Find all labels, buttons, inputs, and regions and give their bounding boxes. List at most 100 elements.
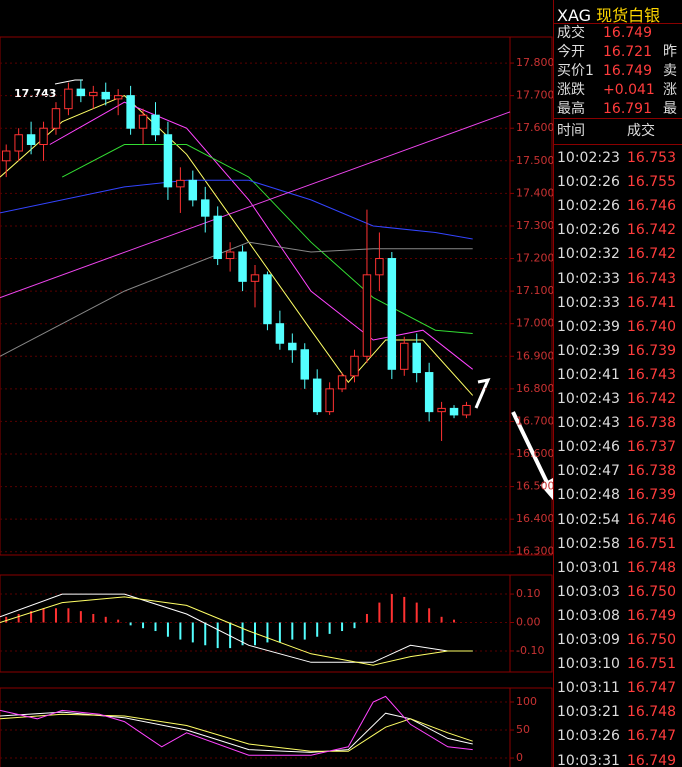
trade-price: 16.748 <box>627 559 676 576</box>
trade-row: 10:03:26 16.747 <box>557 724 676 748</box>
trade-price: 16.739 <box>627 342 676 359</box>
candle-body <box>325 388 334 413</box>
trade-row: 10:03:01 16.748 <box>557 556 676 580</box>
trade-price: 16.750 <box>627 583 676 600</box>
trade-time: 10:02:43 <box>557 391 620 407</box>
trade-price: 16.751 <box>627 535 676 552</box>
trade-time: 10:02:33 <box>557 270 620 287</box>
trade-time: 10:02:26 <box>557 222 620 239</box>
trade-row: 10:02:54 16.746 <box>557 508 676 532</box>
y-tick-label: 16.900 <box>516 349 553 362</box>
candle-body <box>225 251 235 260</box>
candle-body <box>126 95 135 129</box>
y-tick-label: 17.000 <box>516 317 553 330</box>
indicator-line <box>0 593 473 663</box>
symbol-name: 现货白银 <box>596 6 661 25</box>
trade-price: 16.753 <box>627 150 676 166</box>
quote-extra: 涨 <box>663 82 677 98</box>
trade-time: 10:02:58 <box>557 535 620 552</box>
trade-row: 10:02:32 16.742 <box>557 242 676 266</box>
trade-row: 10:02:26 16.746 <box>557 194 676 218</box>
trade-time: 10:02:39 <box>557 342 620 359</box>
trade-price: 16.742 <box>627 222 676 239</box>
candle-body <box>300 349 309 380</box>
y-tick-label: -0.10 <box>516 644 544 657</box>
y-tick-label: 16.400 <box>516 512 553 525</box>
candle-body <box>412 342 421 374</box>
trade-price: 16.740 <box>627 318 676 335</box>
candle-body <box>14 134 23 152</box>
trade-price: 16.749 <box>627 607 676 624</box>
candle-body <box>176 179 185 188</box>
quote-label: 最高 <box>557 101 585 117</box>
y-tick-label: 16.300 <box>516 545 553 558</box>
candle-body <box>275 323 285 344</box>
trade-time: 10:02:43 <box>557 415 620 432</box>
quote-label: 成交 <box>557 25 585 41</box>
trade-price: 16.750 <box>627 632 676 648</box>
trade-row: 10:02:39 16.739 <box>557 339 676 363</box>
trade-price: 16.751 <box>627 656 676 673</box>
trade-row: 10:03:21 16.748 <box>557 700 676 724</box>
quote-value: 16.749 <box>603 63 652 79</box>
symbol: XAG <box>557 6 592 25</box>
trade-price: 16.742 <box>627 246 676 263</box>
trade-time: 10:03:21 <box>557 704 620 721</box>
y-tick-label: 17.300 <box>516 219 553 232</box>
trade-price: 16.738 <box>627 463 676 480</box>
y-tick-label: 16.600 <box>516 447 553 460</box>
trade-time: 10:03:11 <box>557 680 620 697</box>
trade-time: 10:02:26 <box>557 174 620 191</box>
trade-time: 10:02:39 <box>557 318 620 335</box>
trade-row: 10:02:58 16.751 <box>557 532 676 556</box>
trade-row: 10:02:46 16.737 <box>557 435 676 459</box>
candle-body <box>337 375 347 390</box>
trade-time: 10:02:23 <box>557 150 620 166</box>
candle-body <box>89 91 98 97</box>
indicator-line <box>0 111 511 299</box>
quote-value: 16.791 <box>603 101 652 117</box>
arrow <box>474 377 491 409</box>
candle-body <box>1 150 11 162</box>
high-annotation: 17.743 <box>14 87 56 100</box>
candle-body <box>138 114 148 129</box>
candle-body <box>449 407 459 416</box>
trade-time: 10:03:01 <box>557 559 620 576</box>
quote-row: 涨跌 +0.041 涨 <box>557 81 677 100</box>
trade-time: 10:03:09 <box>557 632 620 648</box>
candle-body <box>76 88 86 97</box>
trade-time: 10:02:48 <box>557 487 620 504</box>
annotation-leader <box>54 79 83 85</box>
candle-body <box>424 372 434 413</box>
trade-row: 10:03:10 16.751 <box>557 652 676 676</box>
y-tick-label: 16.500 <box>516 480 553 493</box>
indicator-line <box>0 241 473 357</box>
trade-time: 10:02:26 <box>557 198 620 215</box>
candle-body <box>101 91 110 100</box>
y-tick-label: 17.800 <box>516 56 553 69</box>
trade-row: 10:02:33 16.741 <box>557 291 676 315</box>
candle-body <box>39 127 48 146</box>
trade-time: 10:02:33 <box>557 294 620 311</box>
trade-row: 10:02:48 16.739 <box>557 483 676 507</box>
quote-value: +0.041 <box>603 82 655 98</box>
candle-body <box>51 108 61 129</box>
candle-body <box>151 114 160 136</box>
candle-body <box>375 258 384 276</box>
trade-row: 10:03:03 16.750 <box>557 580 676 604</box>
candle-body <box>113 95 123 100</box>
y-tick-label: 16.700 <box>516 414 553 427</box>
quote-value: 16.721 <box>603 44 652 60</box>
separator <box>554 144 682 145</box>
trade-row: 10:02:33 16.743 <box>557 267 676 291</box>
y-tick-label: 0.10 <box>516 587 541 600</box>
y-tick-label: 0.00 <box>516 616 541 629</box>
quote-label: 买价1 <box>557 63 594 79</box>
separator <box>554 118 682 119</box>
y-tick-label: 17.100 <box>516 284 553 297</box>
y-tick-label: 17.600 <box>516 121 553 134</box>
y-tick-label: 50 <box>516 723 530 736</box>
kdj-frame <box>0 687 553 767</box>
header-time: 时间 <box>557 123 585 139</box>
trade-price: 16.743 <box>627 366 676 383</box>
